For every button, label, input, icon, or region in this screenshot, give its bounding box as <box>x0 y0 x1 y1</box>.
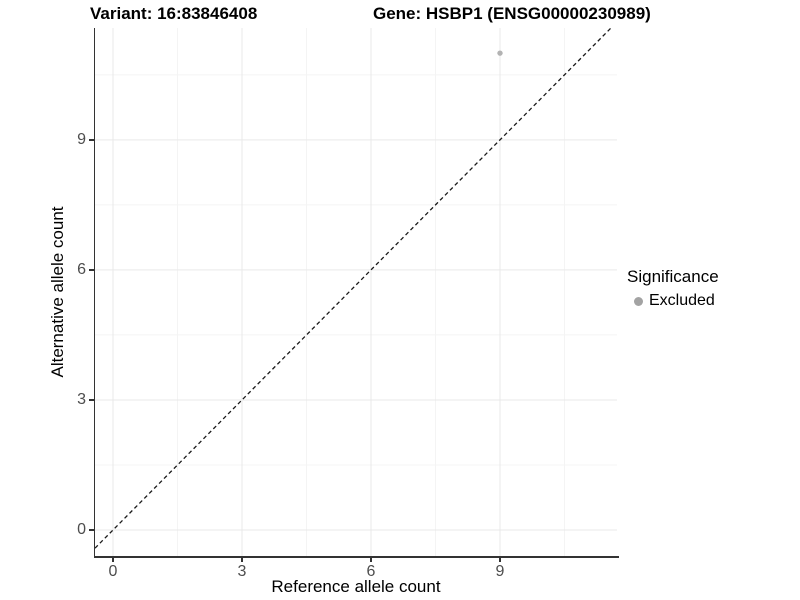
y-tick-mark <box>89 269 94 271</box>
plot-panel-canvas <box>95 28 617 556</box>
x-tick-mark <box>241 557 243 562</box>
y-tick-mark <box>89 139 94 141</box>
y-axis-line <box>93 28 95 558</box>
data-point <box>497 50 503 56</box>
y-tick-mark <box>89 529 94 531</box>
legend: Significance Excluded <box>627 266 719 311</box>
y-tick-label: 6 <box>77 260 86 278</box>
y-axis-title: Alternative allele count <box>48 206 67 378</box>
identity-dashed-line <box>95 28 612 549</box>
y-tick-mark <box>89 399 94 401</box>
x-axis-line <box>93 556 619 558</box>
plot-panel <box>95 28 617 556</box>
legend-item-excluded: Excluded <box>627 291 719 311</box>
x-axis-title: Reference allele count <box>271 577 441 596</box>
legend-title: Significance <box>627 267 719 286</box>
legend-key-dot-icon <box>634 296 643 306</box>
x-tick-label: 6 <box>366 563 376 580</box>
x-tick-label: 9 <box>495 563 505 580</box>
x-tick-label: 0 <box>108 563 118 580</box>
y-tick-label: 3 <box>77 390 86 408</box>
gene-title: Gene: HSBP1 (ENSG00000230989) <box>373 4 651 23</box>
x-tick-label: 3 <box>237 563 247 580</box>
x-tick-mark <box>112 557 114 562</box>
y-tick-label: 9 <box>77 130 86 148</box>
x-tick-mark <box>370 557 372 562</box>
variant-title: Variant: 16:83846408 <box>90 4 258 23</box>
legend-item-label: Excluded <box>649 292 715 309</box>
y-tick-label: 0 <box>77 521 86 538</box>
x-tick-mark <box>499 557 501 562</box>
